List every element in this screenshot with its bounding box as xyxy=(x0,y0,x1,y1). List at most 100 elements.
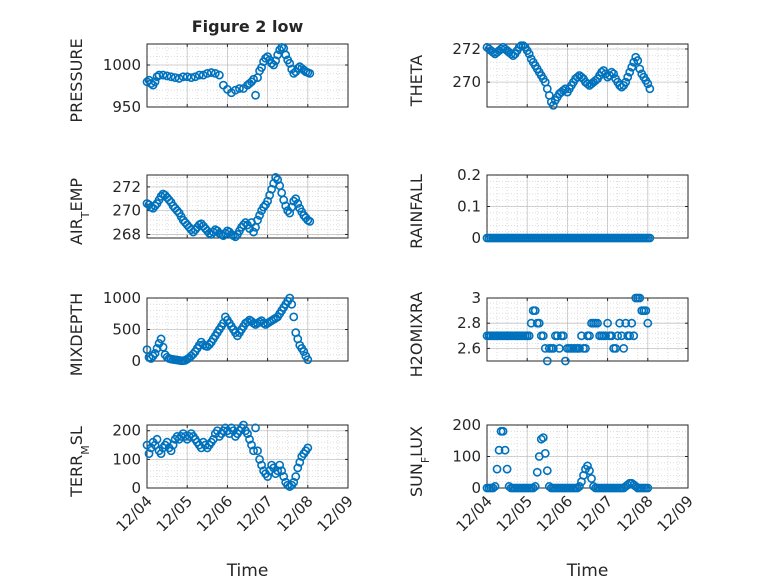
data-point xyxy=(496,44,506,54)
y-axis-label: SUNFLUX xyxy=(407,426,432,497)
data-point xyxy=(253,446,262,456)
data-point xyxy=(182,72,192,82)
data-point xyxy=(530,306,540,315)
data-point xyxy=(198,70,208,80)
y-tick-label: 100 xyxy=(112,450,141,468)
data-point xyxy=(621,318,631,328)
data-point xyxy=(255,454,264,464)
y-axis-label-rest: LUX xyxy=(407,426,426,457)
data-point xyxy=(581,343,590,353)
data-point xyxy=(552,331,562,341)
data-point xyxy=(164,195,174,205)
data-point xyxy=(498,426,508,436)
data-point xyxy=(275,460,285,470)
y-axis-label-main: SUN xyxy=(407,463,426,497)
data-point xyxy=(589,482,598,491)
data-point xyxy=(542,356,552,366)
subplot-rainfall: 0 0.1 0.2 RAINFALL xyxy=(407,166,689,249)
data-point xyxy=(617,331,627,341)
y-tick-label: 1000 xyxy=(103,56,141,74)
data-point xyxy=(247,440,256,450)
data-point xyxy=(289,477,299,487)
y-tick-label: 1000 xyxy=(103,289,141,307)
data-point xyxy=(255,211,264,220)
data-point xyxy=(603,318,612,328)
data-series xyxy=(482,233,655,243)
y-axis-label: RAINFALL xyxy=(407,174,426,249)
data-point xyxy=(170,73,180,82)
data-point xyxy=(530,482,540,491)
data-point xyxy=(287,299,297,309)
y-axis-label: MIXDEPTH xyxy=(67,293,86,376)
data-point xyxy=(251,423,260,433)
data-point xyxy=(142,345,152,355)
y-tick-label: 500 xyxy=(112,321,141,339)
data-point xyxy=(166,446,176,456)
data-point xyxy=(259,202,268,212)
data-point xyxy=(305,69,315,78)
data-point xyxy=(609,69,619,79)
data-point xyxy=(208,227,218,237)
data-point xyxy=(645,233,655,243)
data-point xyxy=(241,218,250,227)
data-point xyxy=(524,331,534,341)
y-axis-label-subscript: F xyxy=(419,457,432,463)
data-point xyxy=(154,70,164,80)
data-point xyxy=(619,343,629,353)
y-axis-label-subscript: T xyxy=(79,211,92,219)
data-point xyxy=(210,69,220,78)
data-point xyxy=(645,84,655,94)
data-point xyxy=(293,199,303,208)
y-tick-label: 2.6 xyxy=(457,339,481,357)
data-point xyxy=(601,331,610,341)
data-point xyxy=(560,356,570,366)
data-point xyxy=(305,216,315,226)
data-point xyxy=(214,70,224,80)
data-point xyxy=(494,445,504,455)
chart-title: Figure 2 low xyxy=(192,17,304,36)
data-point xyxy=(271,172,281,182)
y-axis-label: AIRTEMP xyxy=(67,178,92,245)
data-point xyxy=(597,67,606,77)
axes-box xyxy=(146,43,349,108)
data-point xyxy=(585,331,594,341)
data-point xyxy=(577,331,586,341)
y-tick-label: 0 xyxy=(471,229,481,247)
y-tick-label: 200 xyxy=(112,422,141,440)
data-point xyxy=(156,191,166,201)
data-point xyxy=(156,334,166,344)
data-point xyxy=(583,79,592,89)
data-point xyxy=(261,53,270,63)
data-point xyxy=(526,318,536,328)
data-point xyxy=(540,343,550,353)
data-point xyxy=(249,74,258,84)
data-point xyxy=(249,227,258,237)
data-point xyxy=(245,434,254,444)
data-series xyxy=(482,41,655,110)
y-tick-label: 268 xyxy=(112,225,141,243)
data-point xyxy=(231,232,240,242)
data-point xyxy=(613,331,623,341)
y-tick-label: 100 xyxy=(452,448,481,466)
y-axis-label-main: AIR xyxy=(67,218,86,245)
y-axis-label: THETA xyxy=(407,55,426,107)
data-point xyxy=(540,448,550,458)
data-point xyxy=(611,343,621,353)
data-point xyxy=(299,347,309,356)
y-tick-label: 2.8 xyxy=(457,314,481,332)
data-point xyxy=(279,472,289,481)
data-point xyxy=(492,464,502,474)
y-tick-label: 270 xyxy=(452,73,481,91)
subplot-air_temp: 268 270 272 AIRTEMP xyxy=(67,172,349,245)
data-series xyxy=(142,172,315,242)
data-point xyxy=(235,84,244,93)
data-point xyxy=(156,449,166,459)
data-point xyxy=(607,67,617,77)
data-series xyxy=(142,420,313,491)
data-point xyxy=(554,343,564,353)
data-point xyxy=(500,445,510,455)
y-axis-label: H2OMIXRA xyxy=(407,292,426,378)
subplot-pressure: 950 1000 PRESSURE Figure 2 low xyxy=(67,17,349,123)
data-point xyxy=(281,201,291,211)
data-point xyxy=(168,440,178,450)
